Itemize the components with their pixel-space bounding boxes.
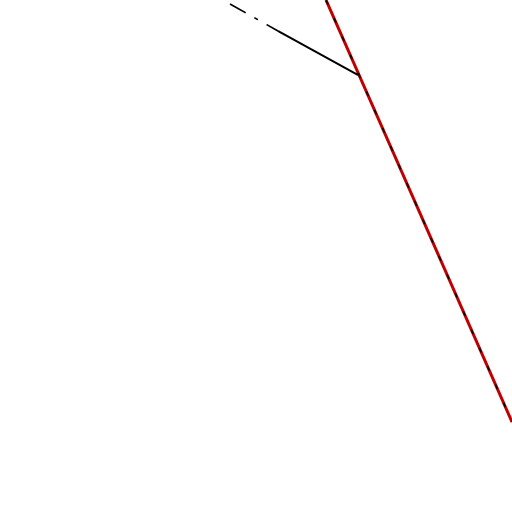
- dash-dot-line: [229, 3, 279, 32]
- red-line-dash-overlay: [325, 0, 512, 423]
- black-line: [277, 30, 359, 76]
